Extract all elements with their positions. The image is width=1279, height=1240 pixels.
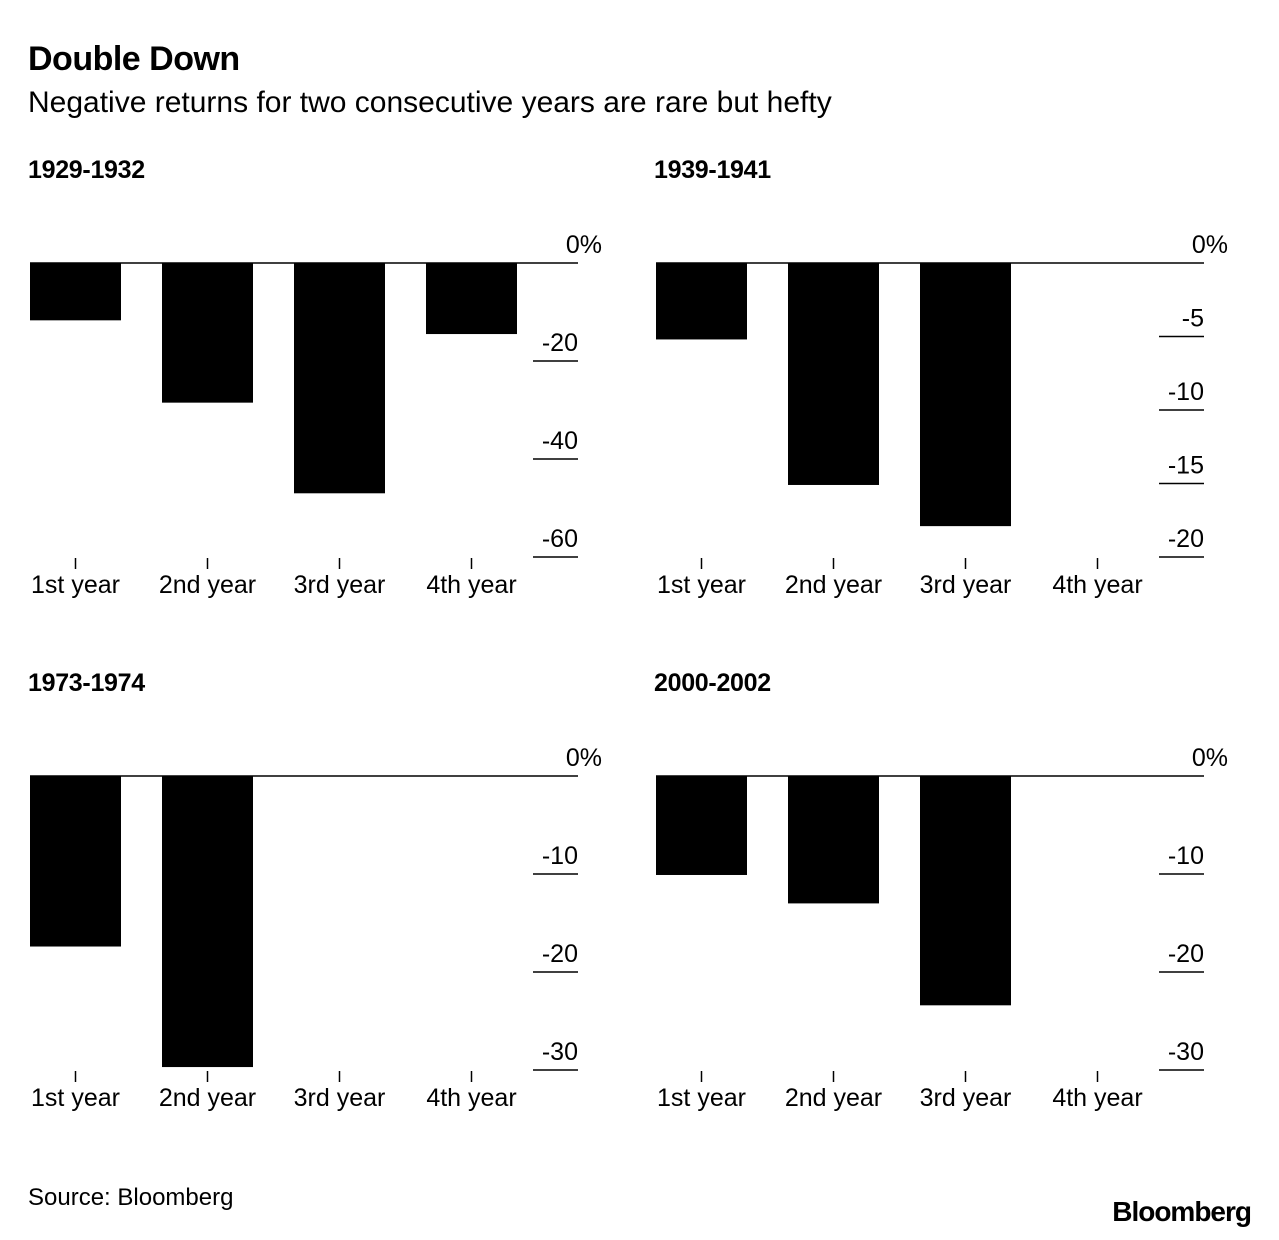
bar-1st-year — [30, 263, 121, 321]
bloomberg-logo: Bloomberg — [1112, 1196, 1252, 1227]
panel-title: 2000-2002 — [654, 669, 771, 697]
bar-3rd-year — [920, 776, 1011, 1006]
bar-1st-year — [30, 776, 121, 947]
panel-2000-2002: 2000-2002 0% -10 -20 -30 1st year 2nd year 3rd … — [654, 669, 1228, 1112]
x-label-2nd-year: 2nd year — [785, 571, 882, 599]
bar-2nd-year — [788, 776, 879, 904]
bar-4th-year — [426, 263, 517, 335]
y-tick-label-30: -30 — [1168, 1038, 1204, 1066]
x-label-4th-year: 4th year — [426, 1084, 516, 1112]
x-label-2nd-year: 2nd year — [785, 1084, 882, 1112]
y-tick-label-10: -10 — [542, 842, 578, 870]
y-tick-label-40: -40 — [542, 427, 578, 455]
y-tick-label-10: -10 — [1168, 842, 1204, 870]
bar-2nd-year — [162, 776, 253, 1068]
panel-title: 1939-1941 — [654, 156, 771, 184]
bar-2nd-year — [788, 263, 879, 485]
x-label-1st-year: 1st year — [657, 1084, 746, 1112]
x-label-4th-year: 4th year — [1052, 1084, 1142, 1112]
y-tick-label-20: -20 — [542, 940, 578, 968]
y-tick-label-0: 0% — [566, 744, 602, 772]
x-label-2nd-year: 2nd year — [159, 1084, 256, 1112]
x-label-4th-year: 4th year — [426, 571, 516, 599]
bar-3rd-year — [920, 263, 1011, 527]
x-label-3rd-year: 3rd year — [920, 1084, 1012, 1112]
y-tick-label-0: 0% — [566, 231, 602, 259]
y-tick-label-60: -60 — [542, 525, 578, 553]
y-tick-label-30: -30 — [542, 1038, 578, 1066]
bar-3rd-year — [294, 263, 385, 494]
x-label-2nd-year: 2nd year — [159, 571, 256, 599]
panel-title: 1973-1974 — [28, 669, 145, 697]
x-label-1st-year: 1st year — [31, 1084, 120, 1112]
y-tick-label-15: -15 — [1168, 452, 1204, 480]
y-tick-label-20: -20 — [542, 329, 578, 357]
x-label-4th-year: 4th year — [1052, 571, 1142, 599]
chart-subtitle: Negative returns for two consecutive yea… — [28, 86, 832, 119]
y-tick-label-10: -10 — [1168, 378, 1204, 406]
y-tick-label-0: 0% — [1192, 231, 1228, 259]
bar-2nd-year — [162, 263, 253, 403]
panel-1939-1941: 1939-1941 0% -5 -10 -15 -20 1st year 2nd year 3r… — [654, 156, 1228, 599]
panel-1929-1932: 1929-1932 0% -20 -40 -60 1st year 2nd year 3rd … — [28, 156, 602, 599]
panel-title: 1929-1932 — [28, 156, 145, 184]
x-label-3rd-year: 3rd year — [294, 571, 386, 599]
panel-1973-1974: 1973-1974 0% -10 -20 -30 1st year 2nd year 3rd … — [28, 669, 602, 1112]
x-label-1st-year: 1st year — [657, 571, 746, 599]
x-label-1st-year: 1st year — [31, 571, 120, 599]
y-tick-label-20: -20 — [1168, 525, 1204, 553]
chart-title: Double Down — [28, 40, 240, 78]
y-tick-label-0: 0% — [1192, 744, 1228, 772]
x-label-3rd-year: 3rd year — [294, 1084, 386, 1112]
source-note: Source: Bloomberg — [28, 1184, 234, 1211]
y-tick-label-5: -5 — [1182, 305, 1204, 333]
bar-1st-year — [656, 263, 747, 340]
y-tick-label-20: -20 — [1168, 940, 1204, 968]
bar-1st-year — [656, 776, 747, 875]
x-label-3rd-year: 3rd year — [920, 571, 1012, 599]
